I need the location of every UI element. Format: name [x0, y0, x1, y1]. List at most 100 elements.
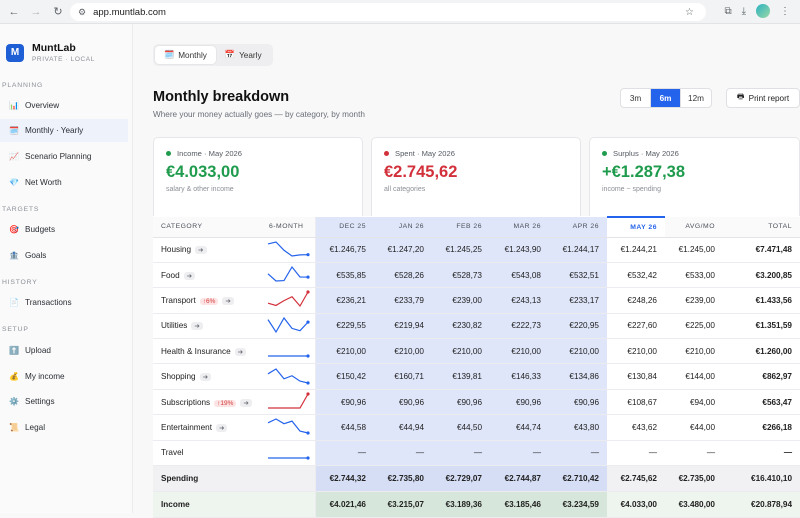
section-targets: TARGETS: [2, 206, 40, 213]
value-cell: €210,00: [315, 338, 374, 365]
card-label: Surplus · May 2026: [613, 149, 679, 158]
surplus-value: +€1.287,38: [602, 163, 686, 181]
sparkline-cell: [261, 440, 316, 467]
drilldown-arrow-icon[interactable]: ➜: [191, 322, 203, 331]
download-icon[interactable]: ⤓: [741, 5, 746, 17]
col-total[interactable]: TOTAL: [723, 217, 800, 238]
sparkline-last-point: [306, 275, 310, 279]
page-subtitle: Where your money actually goes — by cate…: [153, 110, 365, 119]
col-jan26[interactable]: JAN 26: [374, 217, 432, 238]
category-cell: Transport ↑6% ➜: [153, 287, 261, 314]
sparkline-path: [267, 266, 309, 282]
drilldown-arrow-icon[interactable]: ➜: [215, 423, 228, 432]
spending-value: €2.729,07: [432, 465, 490, 493]
drilldown-arrow-icon[interactable]: ➜: [183, 271, 196, 280]
table-row[interactable]: Health & Insurance ➜ €210,00 €210,00 €210,00…: [153, 338, 800, 365]
spending-value: €16.410,10: [723, 465, 800, 493]
value-cell: —: [490, 440, 549, 467]
drilldown-arrow-icon[interactable]: ➜: [222, 296, 234, 305]
value-cell: €90,96: [315, 389, 374, 416]
value-cell: €862,97: [723, 363, 800, 390]
brand-name: MuntLab: [32, 42, 76, 54]
trend-badge: ↑19%: [214, 399, 237, 407]
table-row[interactable]: Subscriptions ↑19% ➜ €90,96 €90,96 €90,96 €90,…: [153, 389, 800, 416]
sparkline: [267, 266, 310, 282]
range-3m-button[interactable]: 3m: [621, 89, 651, 107]
sparkline: [267, 418, 310, 436]
sidebar-item-overview[interactable]: 📊 Overview: [0, 94, 128, 117]
sparkline-cell: [261, 313, 316, 340]
value-cell: €543,08: [490, 262, 549, 289]
value-cell: €1.246,75: [315, 237, 374, 263]
table-row[interactable]: Utilities ➜ €229,55 €219,94 €230,82 €222,73 €2…: [153, 313, 800, 340]
tab-monthly[interactable]: 🗓️ Monthly: [155, 46, 216, 64]
value-cell: €233,79: [374, 287, 432, 314]
col-apr26[interactable]: APR 26: [549, 217, 607, 238]
menu-icon[interactable]: ⋮: [780, 5, 790, 17]
drilldown-arrow-icon[interactable]: ➜: [234, 347, 247, 356]
col-may26[interactable]: MAY 26: [607, 216, 665, 238]
sidebar-item-transactions[interactable]: 📄 Transactions: [0, 291, 128, 314]
print-report-button[interactable]: 🖶 Print report: [726, 88, 800, 108]
sidebar-item-settings[interactable]: ⚙️ Settings: [0, 390, 128, 413]
category-name: Health & Insurance: [161, 346, 231, 356]
col-6month: 6-MONTH: [261, 217, 316, 238]
reload-icon[interactable]: ↻: [53, 6, 63, 18]
bookmark-star-icon[interactable]: ☆: [685, 6, 694, 18]
drilldown-arrow-icon[interactable]: ➜: [195, 246, 207, 255]
table-row[interactable]: Transport ↑6% ➜ €236,21 €233,79 €239,00 €243,1…: [153, 287, 800, 314]
table-row[interactable]: Shopping ➜ €150,42 €160,71 €139,81 €146,33 €13…: [153, 363, 800, 390]
address-bar[interactable]: ⚙ app.muntlab.com ☆: [70, 3, 706, 21]
site-settings-icon[interactable]: ⚙: [78, 6, 87, 17]
value-cell: €229,55: [315, 313, 374, 340]
profile-avatar[interactable]: [756, 4, 770, 18]
sidebar-item-label: My income: [25, 372, 65, 381]
sparkline: [267, 316, 310, 334]
sidebar-item-goals[interactable]: 🏦 Goals: [0, 244, 128, 267]
value-cell: €160,71: [374, 363, 432, 390]
sidebar-item-net-worth[interactable]: 💎 Net Worth: [0, 171, 128, 194]
sparkline-last-point: [306, 354, 310, 358]
value-cell: €230,82: [432, 313, 490, 340]
sidebar-item-upload[interactable]: ⬆️ Upload: [0, 339, 128, 362]
col-dec25[interactable]: DEC 25: [315, 217, 374, 238]
sidebar-item-budgets[interactable]: 🎯 Budgets: [0, 218, 128, 241]
col-avg[interactable]: AVG/MO: [665, 217, 723, 238]
browser-toolbar: ← → ↻ ⚙ app.muntlab.com ☆ ⧉ ⤓ ⋮: [0, 0, 800, 24]
extensions-icon[interactable]: ⧉: [724, 5, 732, 17]
category-cell: Utilities ➜: [153, 313, 261, 340]
spent-value: €2.745,62: [384, 163, 458, 181]
brand-subtitle: PRIVATE · LOCAL: [32, 56, 95, 63]
sidebar-item-monthly-yearly[interactable]: 🗓️ Monthly · Yearly: [0, 119, 128, 142]
col-mar26[interactable]: MAR 26: [490, 217, 549, 238]
category-name: Food: [161, 270, 180, 280]
sidebar-item-scenario-planning[interactable]: 📈 Scenario Planning: [0, 145, 128, 168]
range-6m-button[interactable]: 6m: [651, 89, 681, 107]
table-row[interactable]: Travel — — — — — — — —: [153, 440, 800, 467]
tab-yearly[interactable]: 📅 Yearly: [216, 46, 271, 64]
table-row[interactable]: Housing ➜ €1.246,75 €1.247,20 €1.245,25 €1.24…: [153, 237, 800, 263]
red-dot-icon: [384, 151, 389, 156]
drilldown-arrow-icon[interactable]: ➜: [199, 373, 212, 382]
value-cell: €43,80: [549, 414, 607, 441]
value-cell: €1.243,90: [490, 237, 549, 263]
table-row[interactable]: Entertainment ➜ €44,58 €44,94 €44,50 €44,74 €4…: [153, 414, 800, 441]
table-row[interactable]: Food ➜ €535,85 €528,26 €528,73 €543,08 €532,51…: [153, 262, 800, 289]
sidebar-item-legal[interactable]: 📜 Legal: [0, 416, 128, 439]
back-icon[interactable]: ←: [8, 5, 20, 18]
value-cell: €528,26: [374, 262, 432, 289]
tab-label: Monthly: [178, 50, 207, 60]
forward-icon[interactable]: →: [30, 5, 42, 18]
range-12m-button[interactable]: 12m: [688, 93, 704, 103]
col-feb26[interactable]: FEB 26: [432, 217, 490, 238]
value-cell: €248,26: [607, 287, 665, 314]
col-category[interactable]: CATEGORY: [153, 217, 261, 238]
sidebar-item-my-income[interactable]: 💰 My income: [0, 365, 128, 388]
sidebar-item-label: Legal: [25, 423, 46, 432]
sparkline-cell: [261, 389, 316, 416]
sparkline-last-point: [306, 320, 310, 324]
drilldown-arrow-icon[interactable]: ➜: [240, 398, 252, 407]
sparkline: [268, 392, 310, 409]
gem-icon: 💎: [9, 178, 19, 187]
sparkline: [268, 456, 310, 460]
